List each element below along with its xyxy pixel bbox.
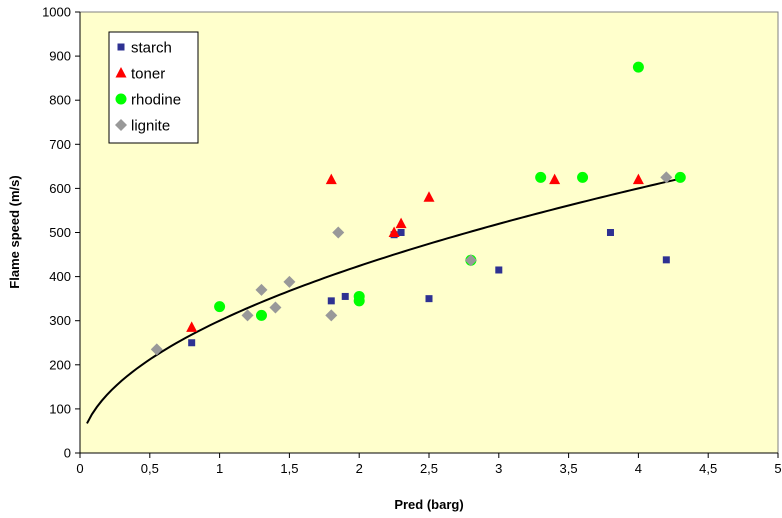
x-tick-label: 5 (774, 461, 781, 476)
data-point-rhodine (353, 295, 365, 307)
data-point-starch (495, 266, 503, 274)
data-point-starch (606, 229, 614, 236)
points-layer (150, 61, 686, 356)
legend: starch toner rhodine lignite (108, 31, 199, 144)
x-tick-label: 4 (635, 461, 642, 476)
data-point-rhodine (632, 61, 644, 73)
y-tick-label: 600 (49, 181, 71, 196)
y-tick-label: 500 (49, 225, 71, 240)
data-point-rhodine (255, 309, 267, 321)
data-point-toner (549, 173, 561, 185)
y-tick-label: 300 (49, 313, 71, 328)
data-point-rhodine (214, 301, 226, 313)
legend-items: starch toner rhodine lignite (115, 40, 181, 135)
legend-marker-toner (115, 67, 127, 78)
y-axis-title: Flame speed (m/s) (7, 175, 22, 288)
x-tick-label: 2,5 (420, 461, 438, 476)
data-point-rhodine (674, 171, 686, 183)
data-point-starch (327, 297, 335, 305)
x-tick-label: 1 (216, 461, 223, 476)
x-tick-label: 0 (76, 461, 83, 476)
y-tick-label: 400 (49, 269, 71, 284)
data-point-lignite (255, 283, 268, 296)
data-point-lignite (464, 254, 477, 267)
x-tick-label: 4,5 (699, 461, 717, 476)
legend-label-starch: starch (131, 40, 172, 57)
data-point-toner (388, 226, 400, 237)
y-tick-label: 100 (49, 401, 71, 416)
x-axis-title: Pred (barg) (394, 497, 463, 512)
data-point-toner (632, 173, 644, 185)
y-tick-label: 200 (49, 357, 71, 372)
data-point-starch (341, 292, 349, 300)
y-tick-label: 0 (64, 446, 71, 461)
trendline (86, 177, 681, 424)
axes-layer: 0 0,5 1 1,5 2 2,5 3 3,5 4 4,5 5 0 100 200 300 400 500 600… (42, 5, 782, 477)
data-point-starch (188, 339, 196, 347)
trendline-layer (86, 177, 681, 424)
data-point-lignite (332, 226, 345, 239)
data-point-toner (186, 321, 198, 332)
data-point-starch (425, 295, 433, 303)
data-point-lignite (269, 301, 282, 314)
data-point-lignite (241, 309, 254, 322)
data-point-starch (397, 229, 405, 236)
y-tick-label: 900 (49, 49, 71, 64)
x-tick-label: 0,5 (141, 461, 159, 476)
x-tick-label: 2 (356, 461, 363, 476)
data-point-toner (423, 191, 435, 202)
data-point-rhodine (535, 171, 547, 183)
legend-label-rhodine: rhodine (131, 92, 181, 109)
data-point-toner (395, 217, 407, 229)
data-point-lignite (150, 343, 163, 356)
legend-marker-lignite (115, 119, 127, 131)
legend-marker-starch (117, 43, 125, 51)
data-point-toner (325, 173, 337, 185)
y-tick-label: 800 (49, 93, 71, 108)
legend-label-lignite: lignite (131, 118, 170, 135)
data-point-lignite (660, 171, 673, 184)
data-point-rhodine (577, 171, 589, 183)
y-tick-label: 700 (49, 137, 71, 152)
data-point-lignite (283, 275, 296, 288)
legend-label-toner: toner (131, 66, 165, 83)
x-tick-label: 3 (495, 461, 502, 476)
x-tick-label: 1,5 (280, 461, 298, 476)
data-point-starch (662, 256, 670, 264)
legend-marker-rhodine (115, 93, 127, 105)
y-tick-label: 1000 (42, 5, 71, 20)
data-point-lignite (325, 309, 338, 322)
x-tick-label: 3,5 (560, 461, 578, 476)
